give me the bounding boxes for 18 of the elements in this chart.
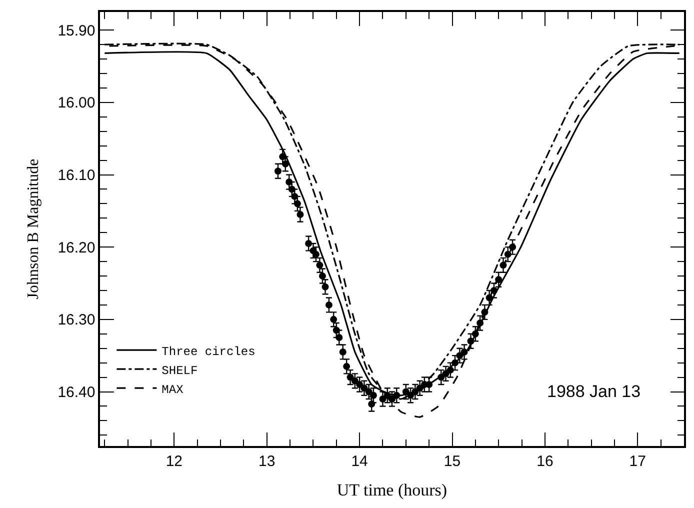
x-tick-label: 16 <box>536 452 554 470</box>
x-tick-label: 15 <box>444 452 461 470</box>
x-axis-title: UT time (hours) <box>336 480 448 500</box>
y-axis-title: Johnson B Magnitude <box>25 158 42 300</box>
annotation: 1988 Jan 13 <box>547 382 641 401</box>
y-tick-label: 16.00 <box>58 94 96 112</box>
x-tick-label: 14 <box>351 452 368 470</box>
legend-label: MAX <box>162 382 184 397</box>
x-tick-label: 13 <box>258 452 276 470</box>
legend-label: Three circles <box>162 344 256 359</box>
y-tick-label: 16.20 <box>58 239 96 256</box>
x-tick-label: 12 <box>166 452 183 470</box>
y-tick-label: 16.10 <box>58 167 96 184</box>
y-tick-label: 16.30 <box>58 312 96 329</box>
y-tick-label: 15.90 <box>58 22 96 40</box>
y-tick-label: 16.40 <box>58 384 96 401</box>
x-tick-label: 17 <box>629 452 646 470</box>
legend-label: SHELF <box>162 364 198 378</box>
